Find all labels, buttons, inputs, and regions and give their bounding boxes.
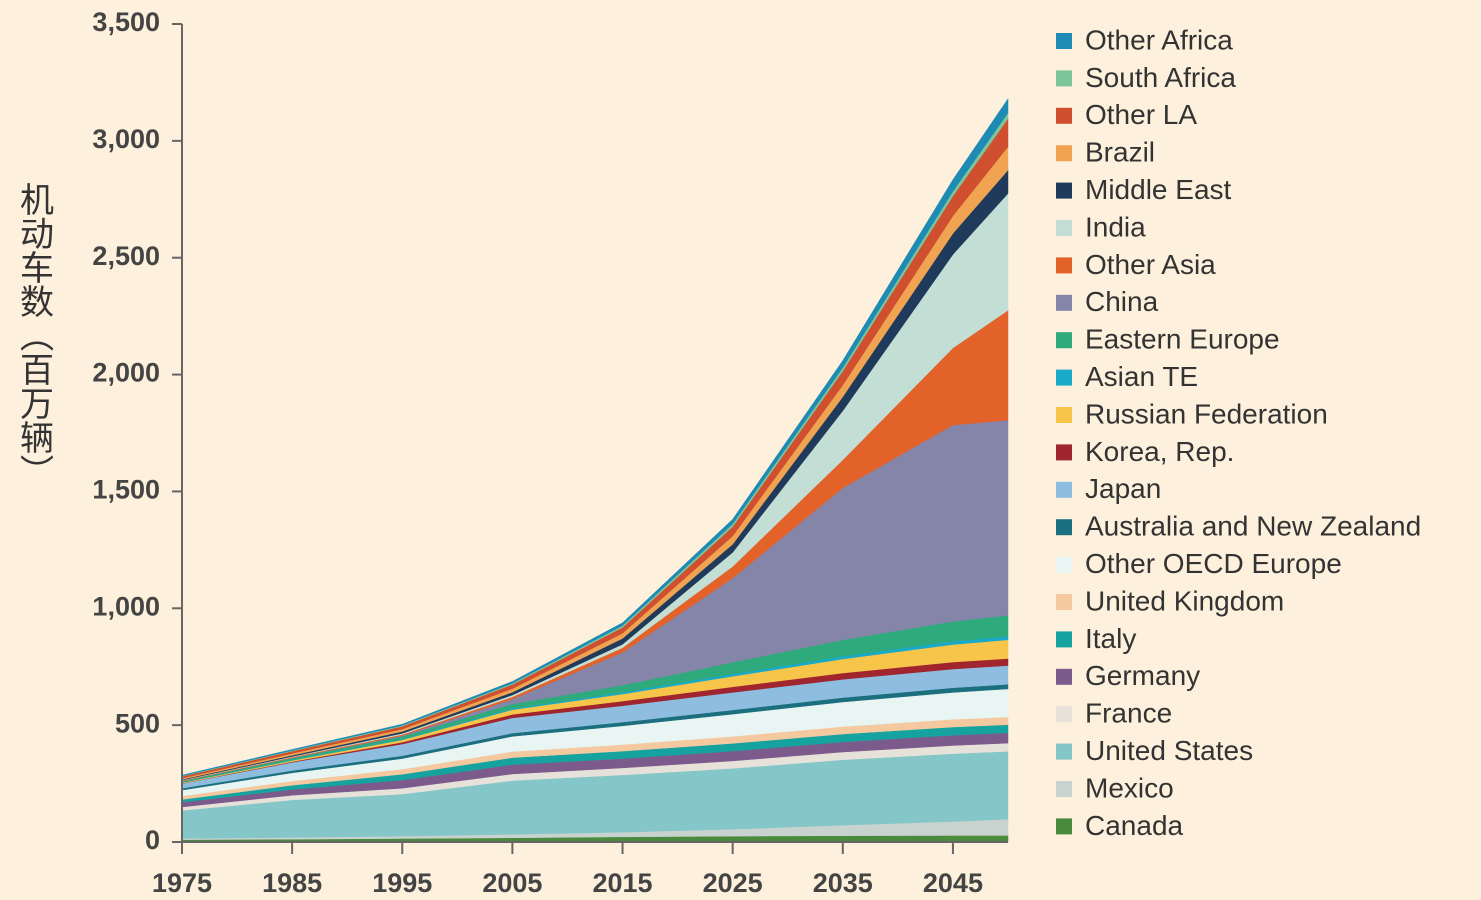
y-tick-label: 0 <box>145 825 160 855</box>
legend-swatch <box>1056 556 1072 573</box>
legend-label: China <box>1085 286 1159 317</box>
x-tick-label: 1995 <box>372 868 432 898</box>
legend-label: France <box>1085 698 1172 729</box>
legend-swatch <box>1056 481 1072 498</box>
legend-swatch <box>1056 407 1072 423</box>
legend-label: Other Africa <box>1085 24 1233 55</box>
legend-label: Mexico <box>1085 772 1174 803</box>
x-tick-label: 2015 <box>592 868 652 898</box>
legend-label: Middle East <box>1085 174 1232 205</box>
y-tick-label: 2,500 <box>92 241 160 271</box>
y-tick-label: 1,500 <box>92 475 160 505</box>
y-tick-label: 500 <box>115 708 160 738</box>
legend-swatch <box>1056 781 1072 797</box>
legend-swatch <box>1056 107 1072 124</box>
legend-label: India <box>1085 211 1146 242</box>
legend-label: Other LA <box>1085 99 1197 130</box>
x-tick-label: 2045 <box>923 868 983 898</box>
area <box>181 97 1009 777</box>
legend-swatch <box>1056 818 1072 835</box>
legend-label: Other OECD Europe <box>1085 548 1342 579</box>
y-tick-label: 2,000 <box>92 358 160 388</box>
legend-swatch <box>1056 294 1072 311</box>
legend-label: South Africa <box>1085 62 1236 93</box>
legend-swatch <box>1056 70 1072 87</box>
y-tick-label: 3,500 <box>92 7 160 37</box>
legend-swatch <box>1056 369 1072 386</box>
legend-swatch <box>1056 145 1072 162</box>
legend-label: Canada <box>1085 810 1184 841</box>
legend-label: Italy <box>1085 623 1136 654</box>
legend-label: Australia and New Zealand <box>1085 511 1421 542</box>
legend-swatch <box>1056 594 1072 610</box>
legend-swatch <box>1056 257 1072 274</box>
legend-label: Asian TE <box>1085 361 1198 392</box>
x-tick-label: 2025 <box>703 868 763 898</box>
x-tick-label: 2035 <box>813 868 873 898</box>
y-tick-label: 3,000 <box>92 124 160 154</box>
legend-label: Eastern Europe <box>1085 324 1280 355</box>
legend-swatch <box>1056 668 1072 685</box>
y-axis-label: 机动车数（百万辆） <box>14 182 54 488</box>
legend-swatch <box>1056 220 1072 236</box>
x-tick-label: 2005 <box>482 868 542 898</box>
legend-swatch <box>1056 631 1072 648</box>
legend-label: Brazil <box>1085 137 1155 168</box>
legend-label: Russian Federation <box>1085 398 1328 429</box>
legend-swatch <box>1056 182 1072 199</box>
legend-swatch <box>1056 706 1072 723</box>
legend-label: Other Asia <box>1085 249 1216 280</box>
legend-label: Germany <box>1085 660 1200 691</box>
x-tick-label: 1985 <box>262 868 322 898</box>
x-tick-label: 1975 <box>152 868 212 898</box>
legend-swatch <box>1056 519 1072 536</box>
legend-label: Korea, Rep. <box>1085 436 1234 467</box>
legend-label: Japan <box>1085 473 1161 504</box>
legend-swatch <box>1056 444 1072 461</box>
legend-label: United Kingdom <box>1085 585 1284 616</box>
y-tick-label: 1,000 <box>92 591 160 621</box>
legend-swatch <box>1056 332 1072 349</box>
legend-swatch <box>1056 33 1072 49</box>
legend-swatch <box>1056 743 1072 760</box>
legend-label: United States <box>1085 735 1253 766</box>
